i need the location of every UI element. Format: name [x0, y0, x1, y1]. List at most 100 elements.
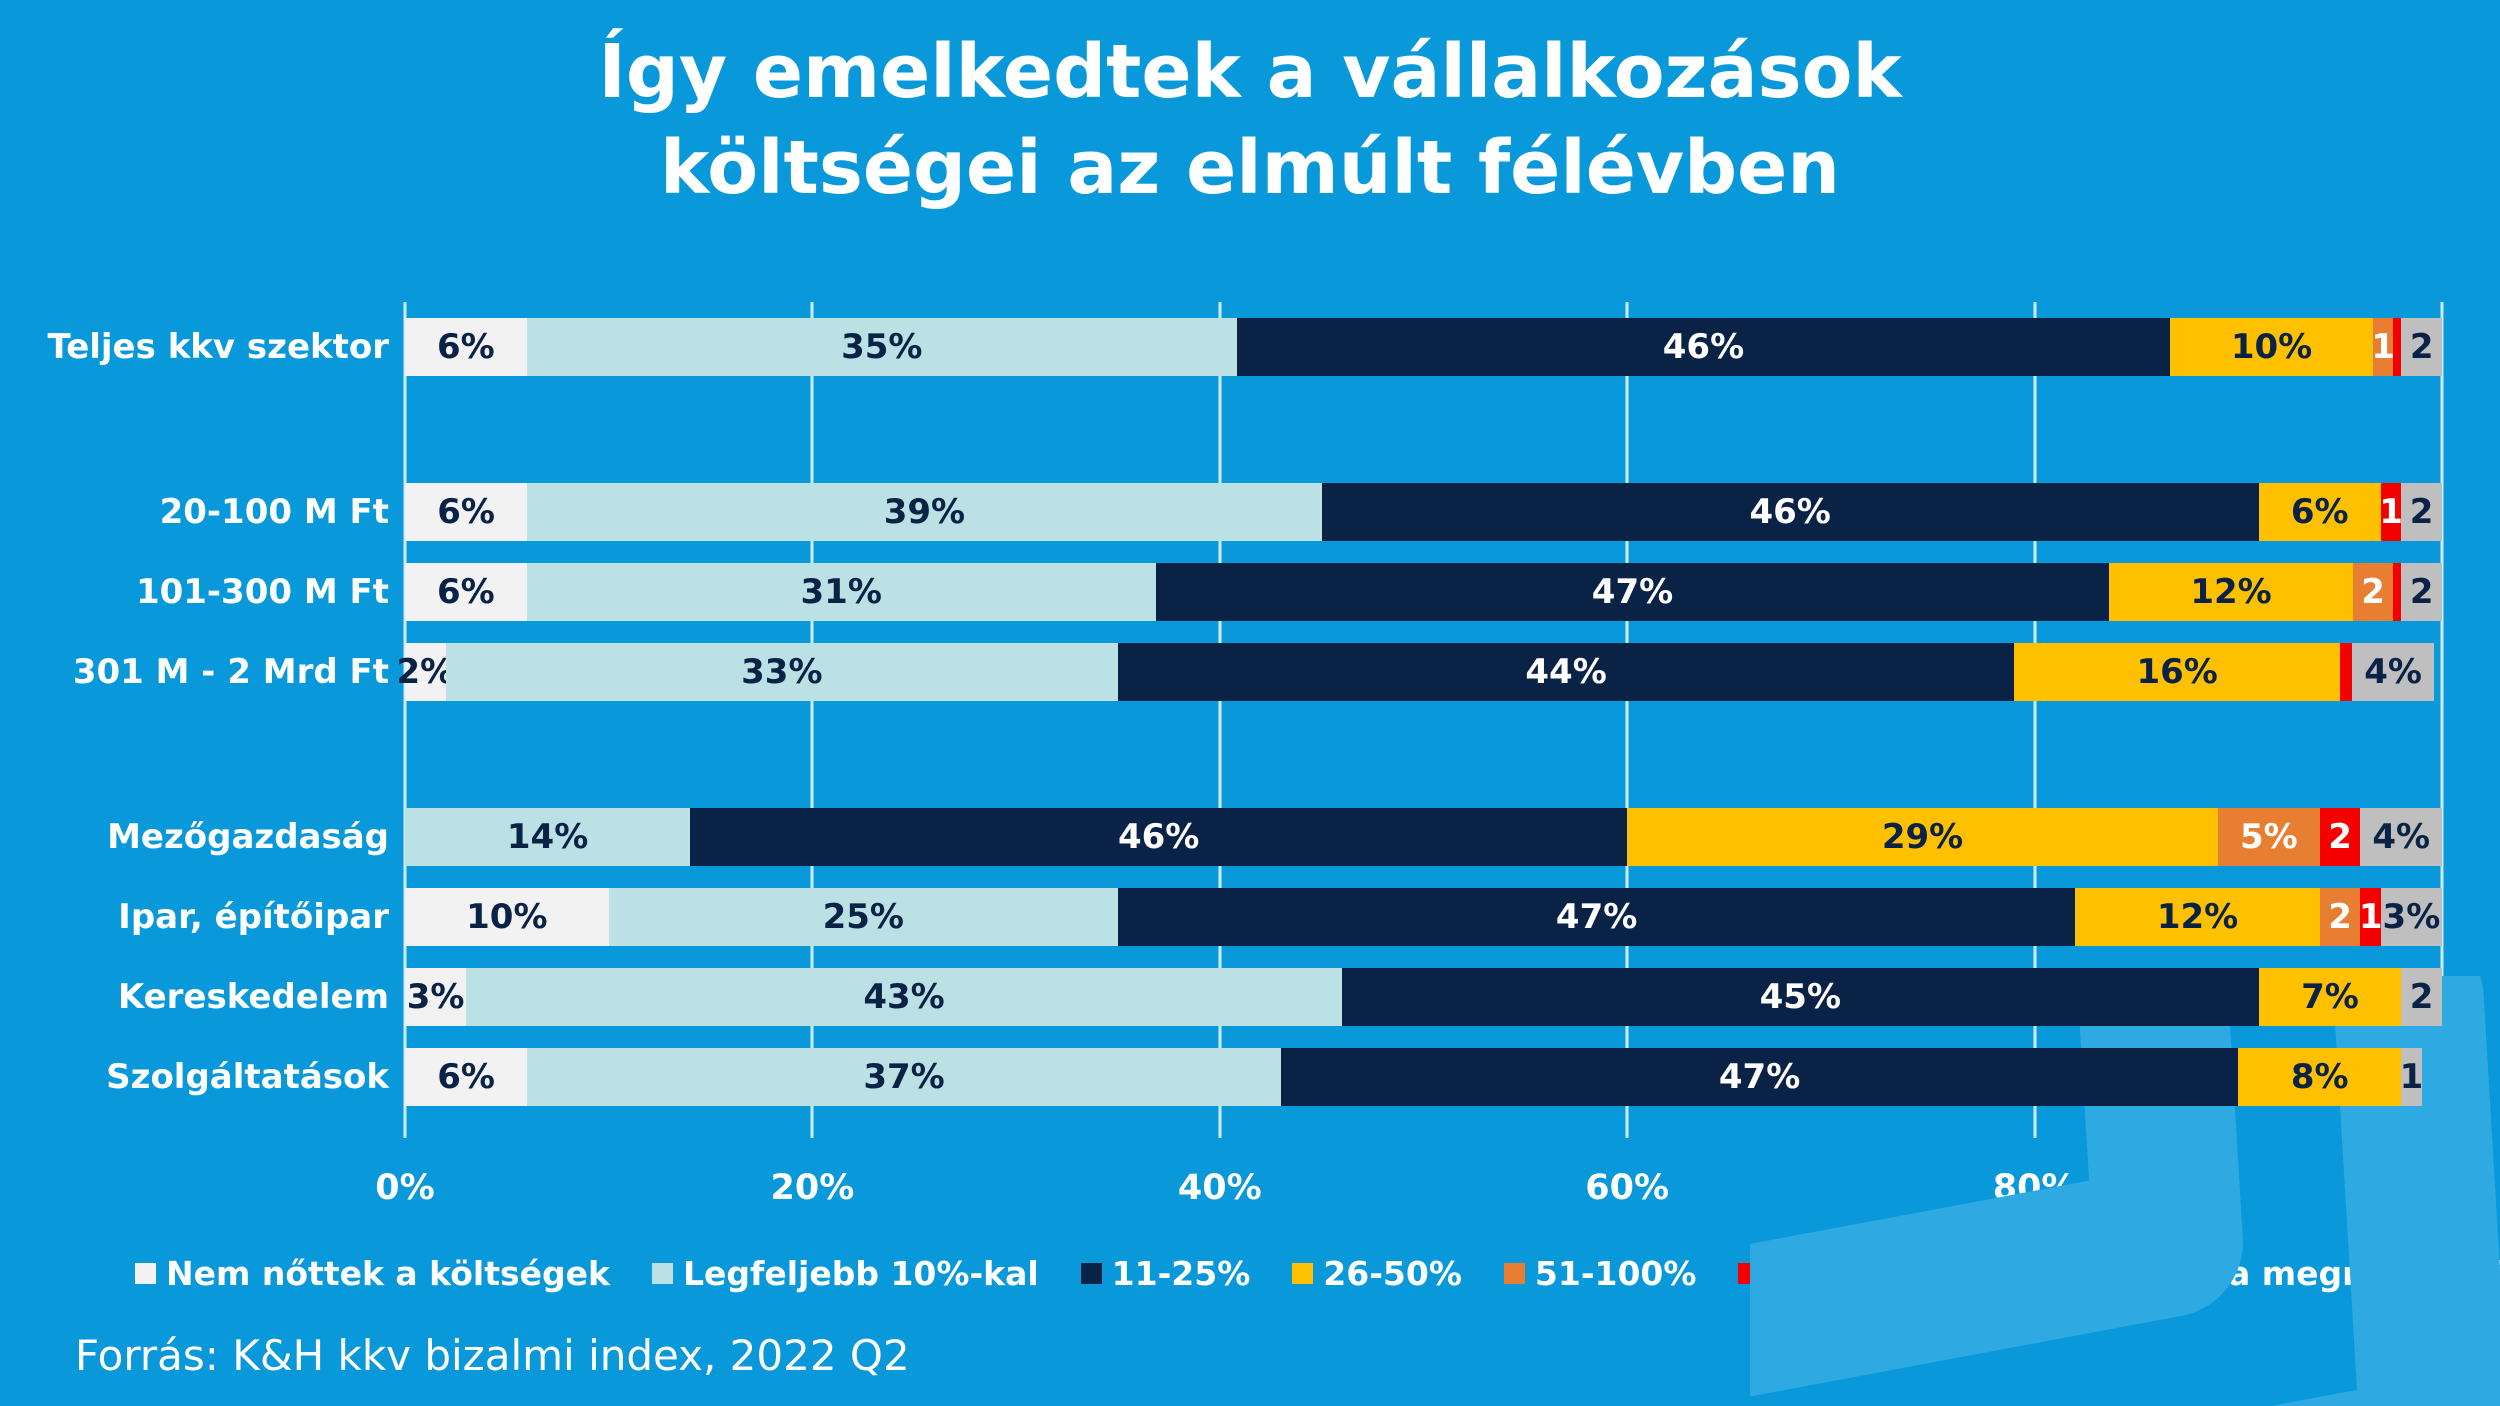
gridline [1625, 302, 1629, 1139]
bar-segment: 4% [2352, 643, 2434, 702]
bar-segment: 6% [405, 483, 528, 542]
category-label: Teljes kkv szektor [47, 327, 389, 368]
category-label: 301 M - 2 Mrd Ft [72, 652, 389, 693]
chart-title-line2: költségei az elmúlt félévben [660, 125, 1840, 212]
legend-swatch-icon [1503, 1263, 1525, 1285]
category-label: Szolgáltatások [106, 1057, 389, 1098]
bar-segment: 1 [2359, 888, 2383, 947]
bar-row: Ipar, építőipar 10% 25% 47% 12% 2 1 3% [0, 888, 2500, 947]
bar-segment: 12% [2075, 888, 2320, 947]
bar-segment: 25% [608, 888, 1118, 947]
bar-segment: 12% [2109, 563, 2353, 622]
bar-segment: 6% [405, 563, 527, 622]
bar-segment [2340, 643, 2353, 702]
bar-segment: 44% [1117, 643, 2015, 702]
legend-label: 51-100% [1534, 1254, 1697, 1294]
bar-row: 101-300 M Ft 6% 31% 47% 12% 2 2 [0, 563, 2500, 622]
bar-segment: 2 [2401, 318, 2443, 377]
bar-segment: 31% [526, 563, 1156, 622]
bar-segment: 2 [2319, 888, 2361, 947]
stacked-bar: 6% 37% 47% 8% 1 [405, 1048, 2442, 1107]
bar-segment: 1 [2400, 1048, 2423, 1107]
bar-segment [2393, 563, 2402, 622]
legend-swatch-icon [651, 1263, 673, 1285]
category-label: 20-100 M Ft [159, 492, 389, 533]
gridline [1218, 302, 1222, 1139]
legend-label: Nem nőttek a költségek [166, 1254, 610, 1294]
bar-row: Szolgáltatások 6% 37% 47% 8% 1 [0, 1048, 2500, 1107]
axis-tick-label: 40% [1177, 1168, 1262, 1209]
bar-row: 20-100 M Ft 6% 39% 46% 6% 1 2 [0, 483, 2500, 542]
gridline [403, 302, 407, 1139]
bar-segment: 10% [2170, 318, 2373, 377]
bar-segment: 1 [2371, 318, 2395, 377]
axis-tick-label: 0% [375, 1168, 435, 1209]
stacked-bar: 3% 43% 45% 7% 2 [405, 968, 2442, 1027]
bar-segment: 29% [1627, 808, 2218, 867]
legend-label: 11-25% [1111, 1254, 1251, 1294]
bar-segment: 47% [1280, 1048, 2239, 1107]
bar-segment: 39% [527, 483, 1322, 542]
gridline [810, 302, 814, 1139]
legend-label: Legfeljebb 10%-kal [682, 1254, 1039, 1294]
legend-item: Nem nőttek a költségek [135, 1254, 610, 1293]
bar-segment: 2 [2401, 968, 2442, 1027]
bar-segment: 46% [690, 808, 1628, 867]
bar-segment: 2 [2401, 483, 2442, 542]
bar-segment: 2 [2401, 563, 2443, 622]
legend-swatch-icon [135, 1263, 156, 1285]
bar-segment: 7% [2258, 968, 2402, 1027]
legend-item: 51-100% [1503, 1254, 1697, 1294]
chart-title: Így emelkedtek a vállalkozások költségei… [0, 24, 2500, 216]
stacked-bar: 2% 33% 44% 16% 4% [397, 643, 2442, 702]
legend-swatch-icon [1292, 1263, 1314, 1285]
bar-segment: 8% [2238, 1048, 2402, 1107]
category-label: Kereskedelem [117, 977, 389, 1018]
chevron-watermark-icon [1750, 976, 2500, 1406]
gridline [2440, 302, 2444, 1139]
bar-segment: 47% [1117, 888, 2076, 947]
bar-segment: 1 [2379, 483, 2403, 542]
bar-segment: 16% [2014, 643, 2341, 702]
rows: Teljes kkv szektor 6% 35% 46% 10% 1 2 20-100 M … [0, 318, 2500, 1107]
bar-segment: 3% [405, 968, 467, 1027]
bar-row: Mezőgazdaság 14% 46% 29% 5% 2 4% [0, 808, 2500, 867]
bar-segment: 3% [2380, 888, 2442, 947]
legend-label: 26-50% [1323, 1254, 1462, 1294]
stacked-bar: 6% 35% 46% 10% 1 2 [405, 318, 2443, 377]
legend-item: 11-25% [1080, 1254, 1251, 1294]
chart-title-line1: Így emelkedtek a vállalkozások [598, 29, 1902, 115]
plot-region: Teljes kkv szektor 6% 35% 46% 10% 1 2 20-100 M … [0, 302, 2500, 1139]
bar-segment [2393, 318, 2402, 377]
bar-row: Kereskedelem 3% 43% 45% 7% 2 [0, 968, 2500, 1027]
category-label: Ipar, építőipar [118, 897, 389, 938]
bar-segment: 14% [405, 808, 691, 867]
gridline [2033, 302, 2037, 1139]
gridlines [403, 302, 2444, 1139]
bar-segment: 33% [445, 643, 1118, 702]
legend-item: Legfeljebb 10%-kal [651, 1254, 1039, 1294]
bar-segment: 47% [1155, 563, 2110, 622]
bar-segment: 6% [2258, 483, 2381, 542]
bar-segment: 10% [405, 888, 609, 947]
bar-segment: 46% [1321, 483, 2259, 542]
stacked-bar: 6% 31% 47% 12% 2 2 [405, 563, 2443, 622]
bar-segment: 45% [1342, 968, 2259, 1027]
legend-swatch-icon [1080, 1263, 1102, 1285]
bar-row: 301 M - 2 Mrd Ft 2% 33% 44% 16% 4% [0, 643, 2500, 702]
bar-segment: 46% [1236, 318, 2171, 377]
bar-segment: 43% [466, 968, 1343, 1027]
legend-item: 26-50% [1292, 1254, 1462, 1293]
bar-segment: 2 [2352, 563, 2394, 622]
stacked-bar: 14% 46% 29% 5% 2 4% [405, 808, 2442, 867]
source-note: Forrás: K&H kkv bizalmi index, 2022 Q2 [75, 1331, 910, 1380]
axis-tick-label: 60% [1585, 1168, 1670, 1209]
bar-segment: 5% [2217, 808, 2320, 867]
bar-segment: 4% [2360, 808, 2442, 867]
bar-segment: 35% [526, 318, 1237, 377]
bar-row: Teljes kkv szektor 6% 35% 46% 10% 1 2 [0, 318, 2500, 377]
stacked-bar: 10% 25% 47% 12% 2 1 3% [405, 888, 2442, 947]
bar-segment: 6% [405, 1048, 528, 1107]
category-label: 101-300 M Ft [135, 572, 389, 613]
